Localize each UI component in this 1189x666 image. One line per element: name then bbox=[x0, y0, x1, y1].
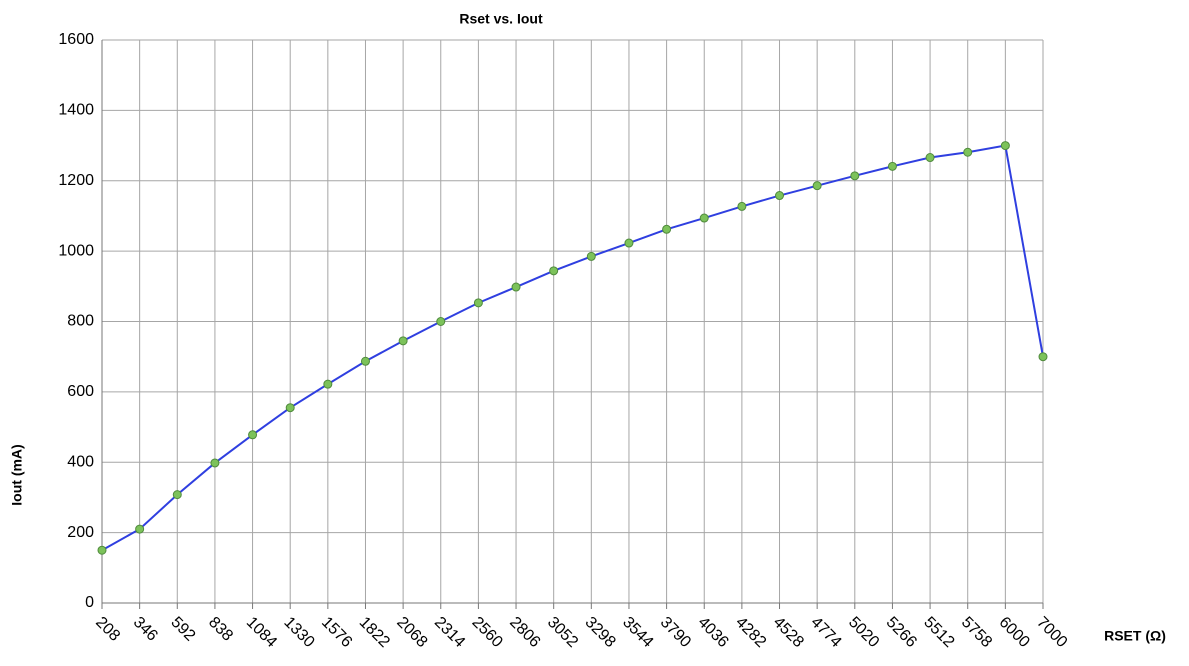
data-point bbox=[925, 153, 935, 163]
y-tick-label: 600 bbox=[67, 383, 94, 400]
x-tick-label: 1084 bbox=[243, 614, 280, 651]
x-tick-label: 838 bbox=[205, 614, 236, 645]
data-point bbox=[963, 147, 973, 157]
x-tick-label: 5266 bbox=[883, 614, 920, 651]
x-tick-label: 5758 bbox=[958, 614, 995, 651]
data-point bbox=[549, 266, 559, 276]
x-tick-label: 4282 bbox=[732, 614, 769, 651]
y-tick-label: 400 bbox=[67, 453, 94, 470]
x-tick-label: 1576 bbox=[318, 614, 355, 651]
x-tick-label: 3052 bbox=[544, 614, 581, 651]
data-point bbox=[699, 213, 709, 223]
chart-title: Rset vs. Iout bbox=[459, 11, 543, 27]
data-point bbox=[1038, 352, 1048, 362]
data-point bbox=[97, 545, 107, 555]
x-tick-label: 4528 bbox=[770, 614, 807, 651]
x-tick-label: 346 bbox=[130, 614, 161, 645]
data-point bbox=[1000, 141, 1010, 151]
data-point bbox=[135, 524, 145, 534]
x-tick-label: 4036 bbox=[694, 614, 731, 651]
data-point bbox=[473, 298, 483, 308]
x-tick-label: 592 bbox=[167, 614, 198, 645]
x-tick-label: 3298 bbox=[581, 614, 618, 651]
data-point bbox=[248, 430, 258, 440]
data-point bbox=[285, 403, 295, 413]
data-point bbox=[812, 181, 822, 191]
data-point bbox=[210, 458, 220, 468]
data-point bbox=[398, 336, 408, 346]
y-tick-label: 1200 bbox=[58, 172, 94, 189]
x-tick-label: 1822 bbox=[356, 614, 393, 651]
data-point bbox=[887, 161, 897, 171]
series-line bbox=[101, 144, 1044, 552]
data-point bbox=[436, 317, 446, 326]
data-point bbox=[662, 224, 672, 234]
x-tick-label: 3544 bbox=[619, 614, 656, 651]
x-tick-label: 208 bbox=[92, 614, 123, 645]
y-axis-label: Iout (mA) bbox=[9, 444, 25, 505]
y-tick-label: 800 bbox=[67, 313, 94, 330]
x-tick-label: 2806 bbox=[506, 614, 543, 651]
x-tick-label: 5512 bbox=[920, 614, 957, 651]
x-tick-label: 1330 bbox=[280, 614, 317, 651]
x-axis-label: RSET (Ω) bbox=[1104, 628, 1166, 644]
data-point bbox=[586, 251, 596, 261]
x-tick-label: 7000 bbox=[1033, 614, 1070, 651]
data-point bbox=[737, 201, 747, 211]
x-tick-label: 4774 bbox=[807, 614, 844, 651]
data-point bbox=[624, 238, 634, 248]
y-tick-label: 1600 bbox=[58, 31, 94, 48]
x-tick-label: 2560 bbox=[469, 614, 506, 651]
data-point bbox=[360, 356, 370, 366]
data-point bbox=[511, 282, 521, 292]
x-tick-label: 3790 bbox=[657, 614, 694, 651]
x-tick-label: 6000 bbox=[996, 614, 1033, 651]
data-point bbox=[172, 490, 182, 500]
data-point bbox=[850, 171, 860, 181]
data-point bbox=[775, 191, 785, 201]
x-tick-label: 5020 bbox=[845, 614, 882, 651]
y-tick-label: 200 bbox=[67, 524, 94, 541]
y-tick-label: 0 bbox=[85, 594, 94, 611]
x-tick-label: 2068 bbox=[393, 614, 430, 651]
y-tick-label: 1400 bbox=[58, 102, 94, 119]
x-tick-label: 2314 bbox=[431, 614, 468, 651]
data-point bbox=[323, 379, 333, 389]
y-tick-label: 1000 bbox=[58, 242, 94, 259]
